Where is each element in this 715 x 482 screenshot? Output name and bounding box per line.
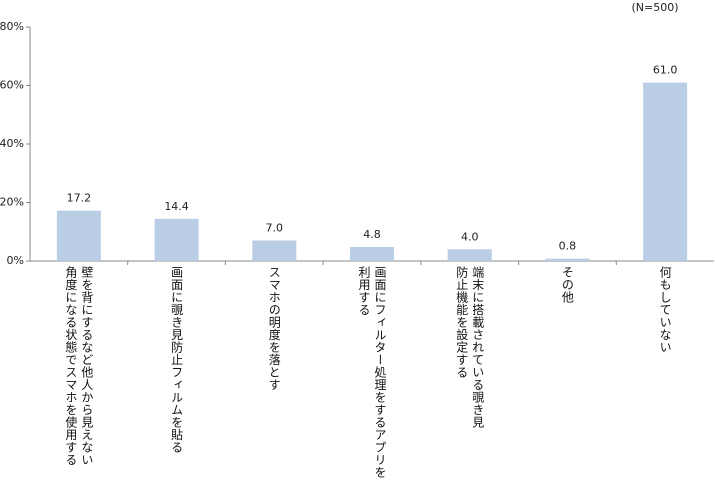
value-label: 0.8	[559, 240, 577, 253]
value-label: 4.0	[461, 230, 479, 243]
x-tick-label: スマホの明度を落とす	[267, 266, 282, 391]
bar	[154, 218, 199, 261]
y-tick-label: 20%	[0, 196, 24, 209]
value-label: 4.8	[363, 228, 381, 241]
value-label: 61.0	[653, 64, 678, 77]
x-tick-label: 端末に搭載されている覗き見 防止機能を設定する	[454, 266, 485, 429]
x-tick-label: 何もしていない	[658, 266, 673, 354]
bar	[252, 240, 297, 261]
bar	[545, 258, 590, 261]
value-label: 14.4	[164, 200, 189, 213]
x-tick-label: 画面にフィルター処理をするアプリを 利用する	[357, 266, 387, 479]
y-tick-label: 40%	[0, 137, 24, 150]
x-tick-label: その他	[560, 266, 575, 304]
y-tick-label: 60%	[0, 79, 24, 92]
bar	[643, 82, 688, 261]
x-tick-label: 画面に覗き見防止フィルムを貼る	[169, 266, 184, 454]
y-tick-label: 0%	[7, 254, 24, 267]
x-tick-label: 壁を背にするなど他人から見えない 角度になる状態でスマホを使用する	[63, 266, 94, 466]
value-label: 7.0	[266, 222, 284, 235]
y-tick-label: 80%	[0, 20, 24, 33]
bar	[447, 249, 492, 261]
bar	[56, 210, 101, 261]
value-label: 17.2	[67, 192, 92, 205]
bar	[350, 246, 394, 261]
sample-size: (N=500)	[631, 1, 678, 14]
